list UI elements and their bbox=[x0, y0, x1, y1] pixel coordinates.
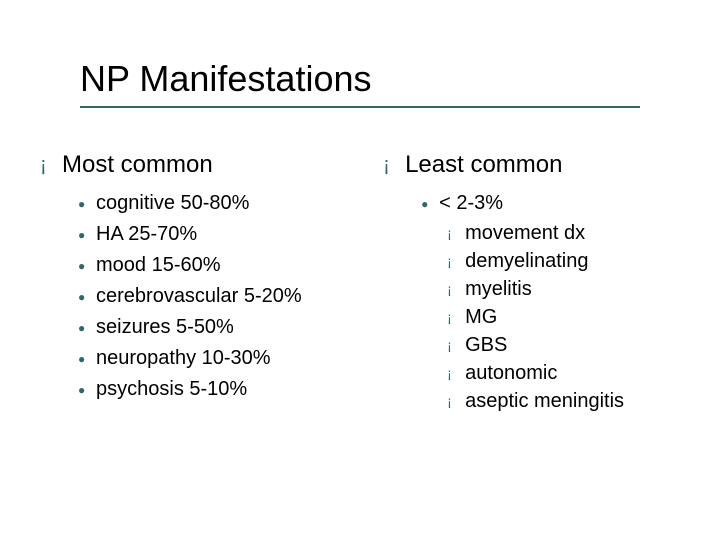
solid-dot-icon: ● bbox=[421, 190, 439, 217]
hollow-circle-icon: ¡ bbox=[447, 333, 465, 358]
list-item-text: aseptic meningitis bbox=[465, 389, 624, 414]
list-item: ● seizures 5-50% bbox=[78, 314, 363, 341]
right-heading-row: ¡ Least common bbox=[383, 150, 690, 180]
solid-dot-icon: ● bbox=[78, 376, 96, 403]
hollow-circle-icon: ¡ bbox=[383, 150, 405, 180]
content-columns: ¡ Most common ● cognitive 50-80% ● HA 25… bbox=[40, 150, 690, 417]
hollow-circle-icon: ¡ bbox=[447, 305, 465, 330]
list-item-text: psychosis 5-10% bbox=[96, 376, 247, 402]
list-item: ¡ GBS bbox=[447, 333, 690, 358]
left-heading: Most common bbox=[62, 150, 213, 180]
solid-dot-icon: ● bbox=[78, 190, 96, 217]
left-column: ¡ Most common ● cognitive 50-80% ● HA 25… bbox=[40, 150, 363, 417]
list-item-text: autonomic bbox=[465, 361, 557, 386]
list-item: ¡ myelitis bbox=[447, 277, 690, 302]
list-item-text: cognitive 50-80% bbox=[96, 190, 249, 216]
list-item-text: GBS bbox=[465, 333, 507, 358]
hollow-circle-icon: ¡ bbox=[447, 277, 465, 302]
solid-dot-icon: ● bbox=[78, 252, 96, 279]
slide-title: NP Manifestations bbox=[80, 58, 371, 100]
list-item-text: HA 25-70% bbox=[96, 221, 197, 247]
right-items: ¡ movement dx ¡ demyelinating ¡ myelitis… bbox=[447, 221, 690, 414]
list-item-text: myelitis bbox=[465, 277, 532, 302]
slide: NP Manifestations ¡ Most common ● cognit… bbox=[0, 0, 720, 540]
solid-dot-icon: ● bbox=[78, 221, 96, 248]
left-heading-row: ¡ Most common bbox=[40, 150, 363, 180]
list-item-text: MG bbox=[465, 305, 497, 330]
list-item: ● cognitive 50-80% bbox=[78, 190, 363, 217]
list-item: ● cerebrovascular 5-20% bbox=[78, 283, 363, 310]
list-item: ● psychosis 5-10% bbox=[78, 376, 363, 403]
right-sub: ● < 2-3% ¡ movement dx ¡ demyelinating ¡… bbox=[421, 190, 690, 414]
list-item: ¡ movement dx bbox=[447, 221, 690, 246]
solid-dot-icon: ● bbox=[78, 283, 96, 310]
title-underline bbox=[80, 106, 640, 108]
list-item: ● HA 25-70% bbox=[78, 221, 363, 248]
hollow-circle-icon: ¡ bbox=[447, 361, 465, 386]
left-items: ● cognitive 50-80% ● HA 25-70% ● mood 15… bbox=[78, 190, 363, 403]
hollow-circle-icon: ¡ bbox=[447, 389, 465, 414]
hollow-circle-icon: ¡ bbox=[447, 221, 465, 246]
right-column: ¡ Least common ● < 2-3% ¡ movement dx ¡ … bbox=[383, 150, 690, 417]
right-subheading: < 2-3% bbox=[439, 190, 503, 216]
list-item-text: seizures 5-50% bbox=[96, 314, 234, 340]
solid-dot-icon: ● bbox=[78, 345, 96, 372]
list-item: ● mood 15-60% bbox=[78, 252, 363, 279]
list-item-text: demyelinating bbox=[465, 249, 588, 274]
list-item: ● neuropathy 10-30% bbox=[78, 345, 363, 372]
list-item-text: mood 15-60% bbox=[96, 252, 221, 278]
list-item: ¡ autonomic bbox=[447, 361, 690, 386]
solid-dot-icon: ● bbox=[78, 314, 96, 341]
list-item: ¡ MG bbox=[447, 305, 690, 330]
list-item-text: cerebrovascular 5-20% bbox=[96, 283, 302, 309]
hollow-circle-icon: ¡ bbox=[40, 150, 62, 180]
list-item: ¡ aseptic meningitis bbox=[447, 389, 690, 414]
list-item: ¡ demyelinating bbox=[447, 249, 690, 274]
right-subheading-row: ● < 2-3% bbox=[421, 190, 690, 217]
hollow-circle-icon: ¡ bbox=[447, 249, 465, 274]
list-item-text: movement dx bbox=[465, 221, 585, 246]
list-item-text: neuropathy 10-30% bbox=[96, 345, 271, 371]
right-heading: Least common bbox=[405, 150, 562, 180]
